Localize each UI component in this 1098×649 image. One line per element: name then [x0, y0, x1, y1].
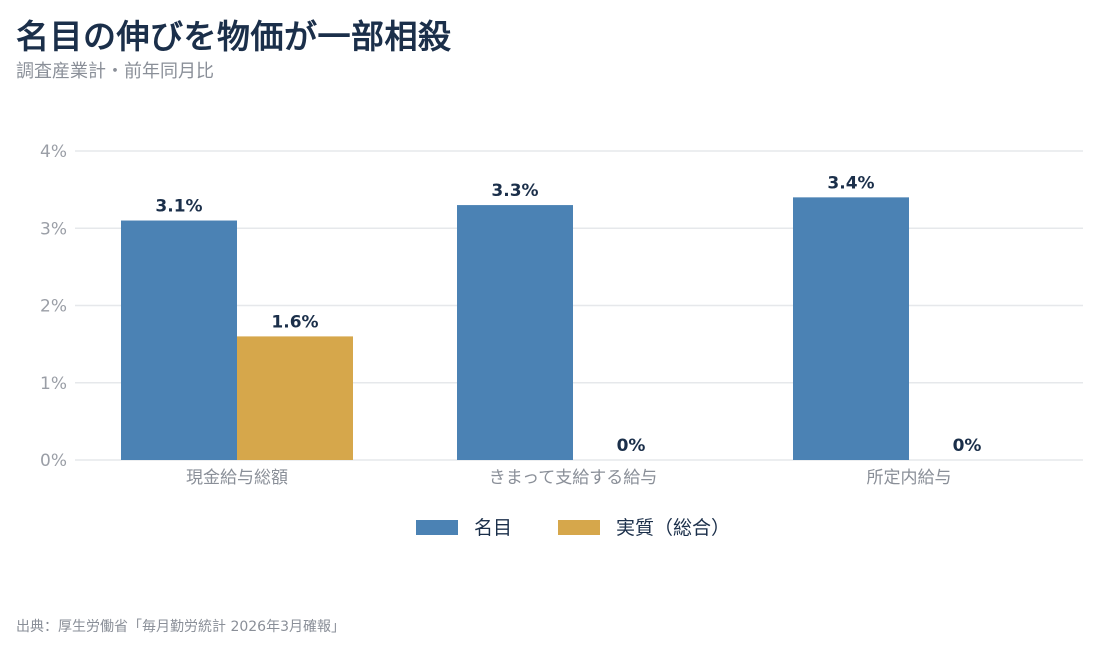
source-note: 出典：厚生労働省「毎月勤労統計 2026年3月確報」 — [16, 619, 345, 635]
data-label: 3.4% — [827, 173, 874, 193]
bar-nominal-1 — [457, 205, 573, 460]
legend-swatch-1 — [558, 520, 600, 535]
legend: 名目 実質（総合） — [416, 517, 730, 539]
data-label: 3.1% — [155, 197, 202, 217]
legend-label-1: 実質（総合） — [616, 517, 730, 539]
data-label: 3.3% — [491, 181, 538, 201]
x-category-label: きまって支給する給与 — [489, 468, 657, 488]
y-tick-label: 3% — [40, 219, 67, 239]
bars — [121, 197, 909, 460]
y-tick-label: 2% — [40, 297, 67, 317]
legend-swatch-0 — [416, 520, 458, 535]
chart-subtitle: 調査産業計・前年同月比 — [16, 61, 214, 82]
x-category-label: 現金給与総額 — [186, 468, 288, 488]
data-labels: 3.1% 1.6% 3.3% 0% 3.4% 0% — [155, 173, 981, 456]
x-category-label: 所定内給与 — [867, 468, 952, 488]
bar-nominal-0 — [121, 220, 237, 460]
y-tick-label: 0% — [40, 451, 67, 471]
axis-labels: 0% 1% 2% 3% 4% 現金給与総額 きまって支給する給与 所定内給与 — [40, 142, 951, 488]
legend-label-0: 名目 — [474, 517, 512, 539]
data-label: 1.6% — [271, 312, 318, 332]
y-tick-label: 4% — [40, 142, 67, 162]
chart-title: 名目の伸びを物価が一部相殺 — [16, 17, 452, 56]
data-label: 0% — [617, 436, 646, 456]
y-tick-label: 1% — [40, 374, 67, 394]
data-label: 0% — [953, 436, 982, 456]
bar-real-0 — [237, 336, 353, 460]
bar-nominal-2 — [793, 197, 909, 460]
